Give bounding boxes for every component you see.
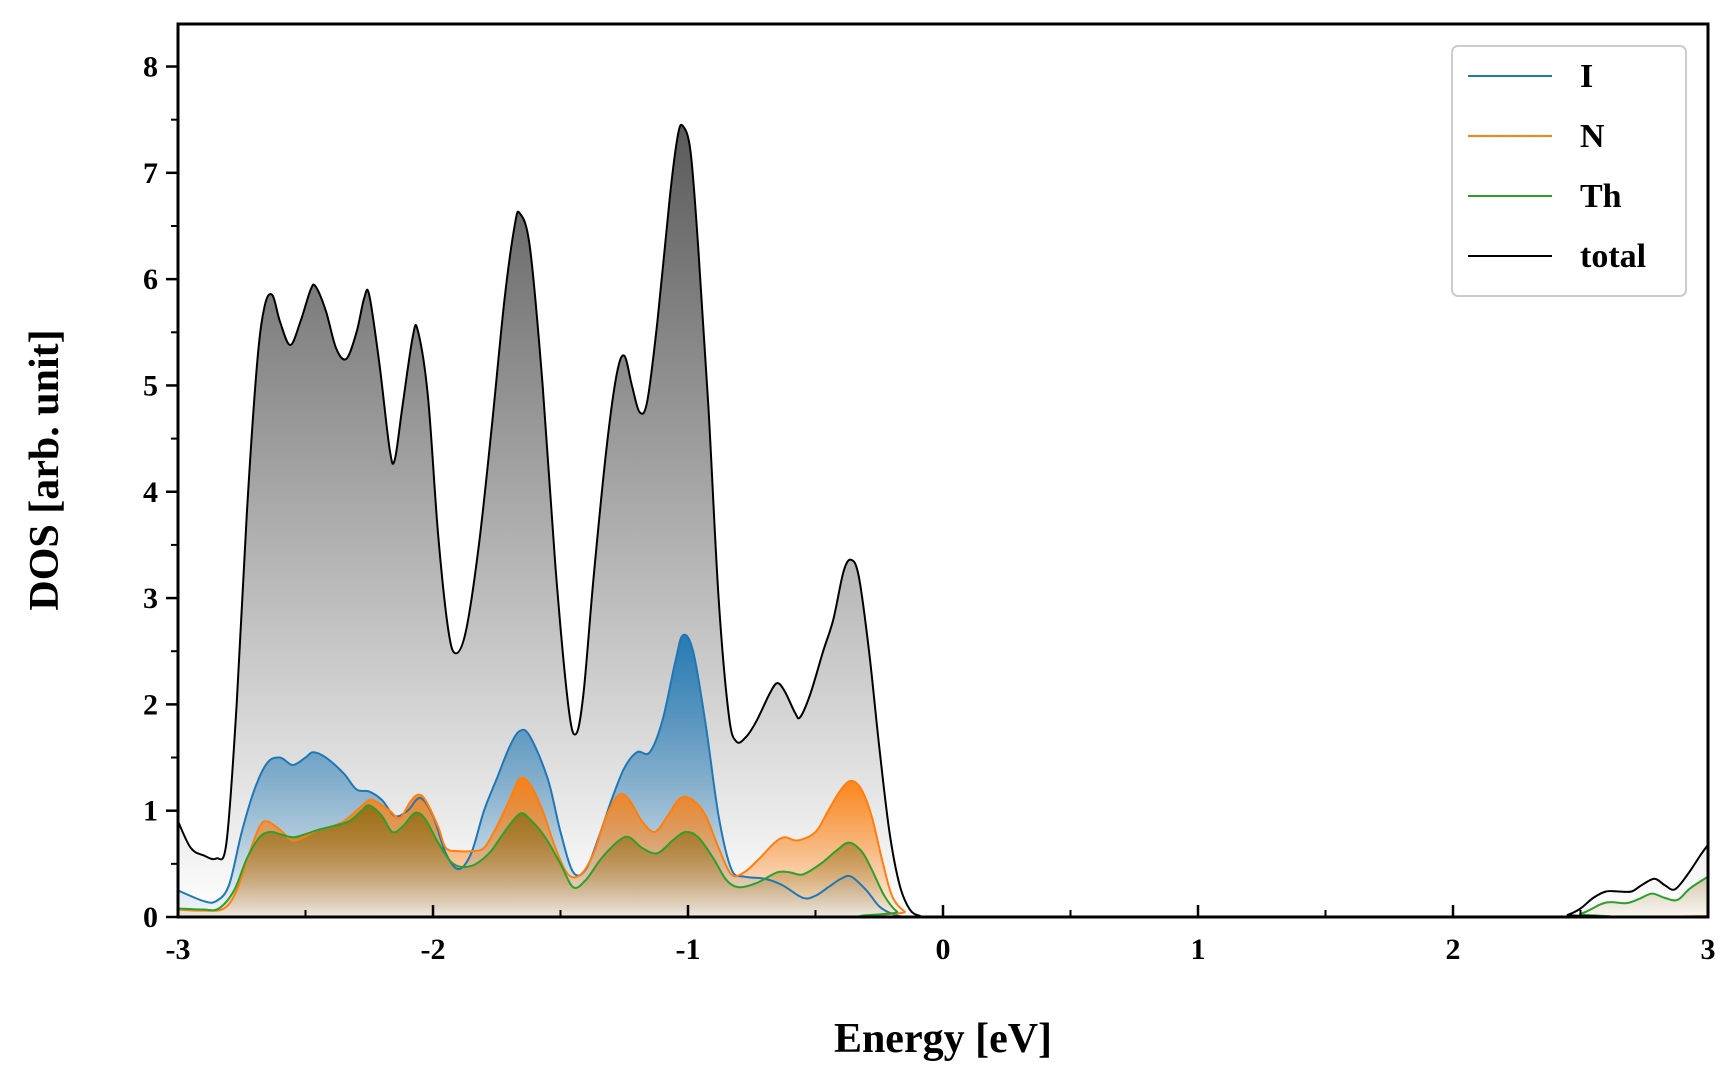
y-tick-label: 3 [143,582,158,615]
area-i [178,634,1708,917]
legend-box [1451,45,1687,297]
x-tick-label: 0 [936,933,951,966]
x-axis-title: Energy [eV] [834,1016,1052,1062]
legend-label-i: I [1580,58,1593,95]
y-tick-label: 6 [143,263,158,296]
plot-frame [176,22,1710,919]
y-tick-label: 0 [143,901,158,934]
y-tick-label: 1 [143,795,158,828]
x-tick-label: 1 [1191,933,1206,966]
y-tick-label: 7 [143,157,158,190]
area-th [178,805,1708,917]
x-tick-label: -3 [166,933,191,966]
x-tick-label: 2 [1446,933,1461,966]
y-tick-label: 2 [143,688,158,721]
x-tick-label: -2 [421,933,446,966]
legend: IN Th total [1451,45,1687,297]
line-i [178,633,1708,917]
y-tick-labels: 0 1 2 3 4 5 6 7 8 [143,51,158,934]
area-fills [178,124,1708,917]
y-tick-label: 4 [143,476,158,509]
y-tick-label: 5 [143,369,158,402]
area-total [178,124,1708,917]
line-th [178,804,1708,917]
y-tick-label: 8 [143,51,158,84]
legend-label-n: N [1580,118,1605,155]
y-axis-title: DOS [arb. unit] [22,329,68,610]
legend-label-total: total [1580,238,1646,275]
x-tick-label: -1 [676,933,701,966]
legend-label-th: Th [1580,178,1622,215]
x-tick-labels: -3 -2 -1 0 1 2 3 [166,933,1716,966]
x-tick-label: 3 [1701,933,1716,966]
